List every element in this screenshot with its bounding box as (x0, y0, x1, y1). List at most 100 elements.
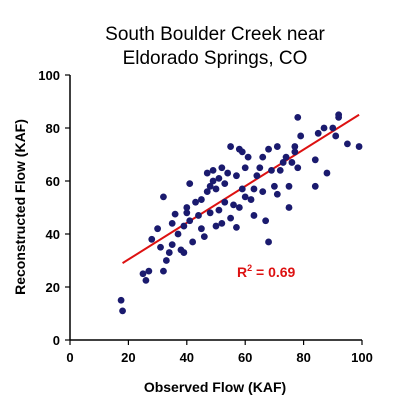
data-point (294, 114, 302, 121)
data-point (253, 172, 261, 180)
y-tick-label: 100 (38, 68, 60, 83)
data-point (171, 210, 179, 218)
chart-title-line-2: Eldorado Springs, CO (123, 48, 308, 69)
data-point (332, 132, 340, 140)
data-point (276, 167, 284, 174)
data-point (256, 164, 264, 172)
data-point (165, 249, 173, 256)
data-point (218, 220, 226, 227)
data-point (198, 196, 205, 203)
data-point (355, 143, 363, 150)
data-point (323, 169, 331, 177)
data-point (195, 212, 202, 219)
data-point (233, 223, 240, 231)
data-point (233, 172, 240, 180)
x-tick-label: 100 (351, 350, 373, 365)
data-point (314, 129, 322, 137)
data-point (117, 296, 125, 304)
data-point (224, 169, 232, 177)
data-point (154, 225, 162, 233)
y-tick-label: 40 (46, 227, 60, 242)
data-point (227, 214, 235, 222)
data-point (285, 182, 293, 190)
data-point (265, 145, 272, 153)
data-point (238, 185, 246, 193)
data-point (160, 193, 167, 201)
data-point (329, 124, 337, 132)
data-point (259, 188, 267, 196)
data-point (180, 222, 188, 230)
data-point (265, 238, 272, 246)
y-tick-label: 60 (46, 174, 60, 189)
x-axis-label: Observed Flow (KAF) (144, 379, 286, 395)
data-point (212, 222, 220, 230)
data-point (119, 307, 126, 315)
data-point (209, 167, 217, 174)
data-point (206, 209, 214, 217)
data-point (311, 156, 319, 164)
data-point (259, 153, 267, 161)
y-tick-label: 80 (46, 121, 60, 136)
data-point (168, 241, 176, 249)
data-point (206, 182, 214, 190)
data-point (320, 124, 328, 132)
x-tick-label: 40 (180, 350, 194, 365)
data-point (148, 235, 156, 243)
data-point (273, 143, 281, 150)
data-point (285, 204, 293, 211)
data-point (183, 209, 191, 217)
data-point (311, 182, 319, 190)
r-squared-annotation: R2 = 0.69 (237, 263, 296, 280)
data-point (235, 204, 243, 211)
x-tick-label: 20 (121, 350, 135, 365)
y-tick-label: 20 (46, 280, 60, 295)
data-point (183, 204, 191, 211)
data-point (291, 143, 299, 150)
data-point (282, 153, 290, 161)
data-point (157, 243, 164, 251)
data-point (262, 217, 270, 225)
data-point (344, 140, 351, 148)
data-point (247, 196, 255, 203)
data-point (241, 193, 249, 201)
data-point (250, 212, 258, 219)
r-squared-value: = 0.69 (252, 264, 295, 280)
data-point (174, 230, 182, 238)
data-point (215, 206, 223, 214)
data-point (203, 169, 211, 177)
data-point (200, 233, 208, 241)
x-tick-label: 80 (296, 350, 310, 365)
r-squared-base: R (237, 264, 247, 280)
data-point (160, 267, 167, 275)
data-point (227, 143, 235, 150)
x-tick-label: 60 (238, 350, 252, 365)
data-point (203, 188, 211, 196)
data-point (288, 159, 296, 166)
data-point (139, 270, 147, 278)
data-point (145, 267, 153, 275)
data-point (238, 148, 246, 156)
data-point (335, 111, 343, 119)
data-point (209, 177, 217, 185)
data-point (241, 164, 249, 172)
data-point (192, 198, 199, 206)
y-tick-label: 0 (53, 333, 60, 348)
data-point (168, 220, 176, 227)
data-point (186, 180, 194, 188)
data-point (212, 185, 220, 193)
data-point (186, 217, 194, 225)
data-point (291, 148, 299, 156)
data-point (221, 198, 229, 206)
data-point (268, 167, 275, 174)
axes: 0 20 40 60 80 100 0 20 40 60 80 100 (38, 68, 373, 365)
data-point (271, 182, 278, 190)
data-point (162, 257, 170, 264)
data-point (189, 238, 197, 246)
x-tick-label: 0 (66, 350, 73, 365)
data-point (297, 132, 305, 140)
data-point (294, 164, 302, 172)
r-squared-superscript: 2 (247, 263, 252, 273)
data-point (250, 185, 258, 193)
data-point (142, 276, 150, 284)
